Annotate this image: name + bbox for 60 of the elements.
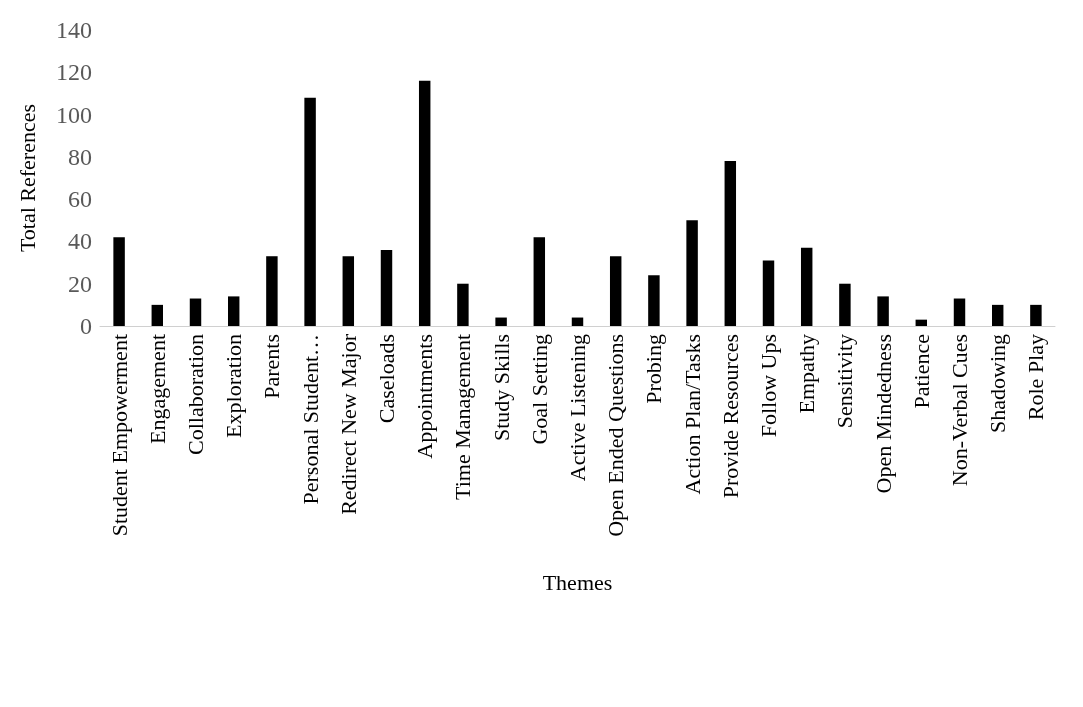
- y-tick-label: 100: [56, 101, 92, 128]
- bar: [648, 275, 660, 326]
- bar: [762, 260, 775, 326]
- bar: [266, 256, 278, 326]
- x-tick-label: Collaboration: [183, 334, 208, 455]
- x-tick-label: Action Plan/Tasks: [679, 334, 705, 495]
- x-tick-label: Personal Student…: [297, 334, 323, 505]
- x-tick-label: Probing: [641, 334, 667, 404]
- x-tick-label: Parents: [259, 334, 285, 399]
- bar: [495, 317, 507, 326]
- x-tick-label: Patience: [908, 334, 934, 409]
- x-tick-label: Empathy: [794, 334, 820, 414]
- y-tick-label: 120: [56, 59, 92, 86]
- bar: [342, 256, 355, 326]
- x-tick-label: Open Ended Questions: [603, 334, 629, 537]
- y-axis-title: Total References: [14, 103, 40, 253]
- bar: [1030, 304, 1042, 326]
- bar: [839, 283, 851, 326]
- bar: [113, 237, 125, 326]
- x-tick-label: Active Listening: [565, 334, 590, 482]
- bar: [227, 296, 240, 326]
- x-tick-label: Time Management: [450, 334, 476, 500]
- bar: [418, 80, 431, 326]
- x-axis-title: Themes: [542, 569, 613, 595]
- bar: [457, 283, 469, 326]
- bar: [151, 304, 164, 326]
- x-tick-label: Exploration: [221, 334, 247, 438]
- y-tick-label: 80: [68, 143, 92, 170]
- bar: [571, 317, 584, 326]
- bar: [609, 256, 622, 326]
- y-tick-label: 20: [68, 270, 92, 297]
- x-tick-label: Sensitivity: [832, 334, 858, 429]
- x-tick-label: Goal Setting: [526, 334, 552, 445]
- x-tick-label: Follow Ups: [756, 334, 781, 438]
- bar: [800, 247, 813, 326]
- x-tick-label: Shadowing: [985, 334, 1011, 433]
- bar: [953, 298, 966, 326]
- x-tick-label: Open Mindedness: [870, 334, 896, 494]
- x-tick-label: Study Skills: [488, 334, 514, 441]
- x-tick-label: Student Empowerment: [106, 334, 132, 537]
- bar: [724, 161, 737, 326]
- bar: [686, 220, 698, 326]
- y-tick-label: 140: [56, 17, 92, 43]
- bar: [533, 237, 546, 326]
- x-tick-label: Appointments: [412, 334, 438, 459]
- bar: [304, 97, 316, 326]
- y-tick-label: 0: [80, 313, 92, 339]
- bar: [915, 319, 928, 326]
- x-tick-label: Engagement: [144, 334, 170, 444]
- x-tick-label: Provide Resources: [717, 334, 743, 499]
- bar: [380, 249, 393, 326]
- y-tick-label: 40: [68, 228, 92, 255]
- bar: [877, 296, 889, 326]
- x-tick-label: Redirect New Major: [335, 333, 361, 515]
- bar: [991, 304, 1004, 326]
- x-tick-label: Role Play: [1023, 334, 1049, 421]
- x-tick-label: Caseloads: [374, 334, 399, 424]
- x-tick-label: Non-Verbal Cues: [947, 334, 972, 487]
- bar: [189, 298, 202, 326]
- y-tick-label: 60: [68, 186, 92, 213]
